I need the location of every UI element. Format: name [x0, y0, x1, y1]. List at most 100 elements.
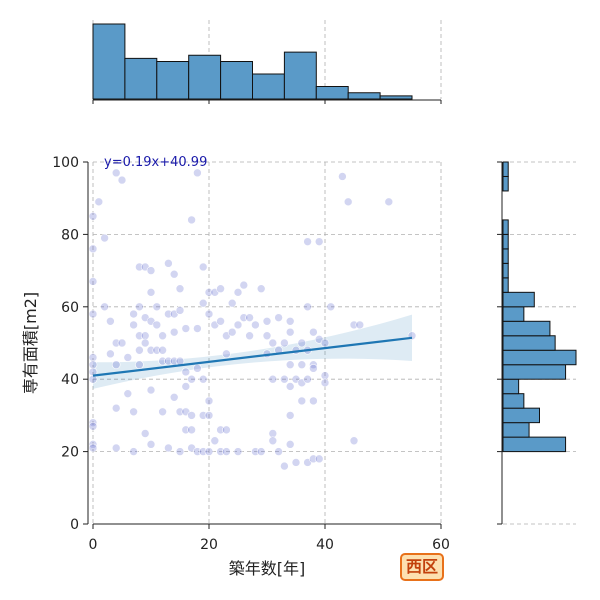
x-hist-bar — [188, 54, 222, 100]
scatter-point — [146, 440, 156, 449]
scatter-point — [187, 215, 196, 225]
x-hist-bar — [315, 86, 349, 100]
grid-lines — [92, 161, 442, 525]
scatter-point — [117, 338, 127, 348]
y-tick-label: 80 — [61, 227, 79, 243]
y-hist-bar — [502, 175, 509, 192]
y-hist-bar — [502, 262, 509, 279]
x-hist-bar — [92, 23, 126, 100]
scatter-point — [309, 360, 318, 370]
scatter-point — [233, 447, 243, 456]
scatter-point — [129, 407, 138, 417]
x-hist-bar — [379, 95, 413, 100]
scatter-point — [268, 429, 278, 438]
scatter-point — [216, 284, 225, 294]
scatter-point — [274, 447, 283, 456]
scatter-point — [123, 389, 133, 398]
scatter-point — [187, 374, 196, 384]
scatter-point — [204, 396, 214, 406]
scatter-point — [88, 374, 98, 384]
x-axis-label: 築年数[年] — [229, 559, 306, 578]
scatter-point — [88, 309, 98, 319]
scatter-point — [140, 338, 150, 348]
y-tick-label: 0 — [70, 517, 79, 533]
scatter-point — [140, 331, 150, 341]
scatter-point — [111, 168, 121, 178]
y-hist-bar — [502, 248, 509, 264]
scatter-point — [198, 298, 208, 308]
x-tick-label: 20 — [200, 537, 218, 553]
scatter-point — [285, 327, 295, 337]
x-marginal-histogram — [92, 20, 442, 104]
y-tick-label: 20 — [61, 445, 79, 461]
scatter-point — [233, 320, 243, 330]
scatter-point — [135, 345, 144, 355]
scatter-point — [158, 407, 167, 417]
scatter-point — [164, 443, 173, 453]
scatter-point — [158, 345, 167, 355]
scatter-point — [233, 288, 243, 297]
scatter-point — [198, 374, 208, 384]
y-hist-bar — [502, 291, 535, 308]
scatter-point — [222, 447, 231, 456]
scatter-point — [262, 316, 272, 326]
scatter-point — [146, 266, 156, 275]
x-tick-label: 0 — [89, 537, 98, 553]
scatter-point — [88, 353, 98, 362]
regression-equation: y=0.19x+40.99 — [104, 155, 207, 170]
scatter-point — [117, 175, 127, 185]
y-hist-bar — [502, 320, 551, 337]
scatter-point — [280, 461, 289, 471]
scatter-point — [100, 302, 109, 312]
scatter-point — [204, 411, 214, 420]
scatter-point — [152, 320, 162, 330]
scatter-point — [245, 331, 254, 341]
scatter-point — [268, 436, 278, 446]
x-hist-bar — [252, 73, 285, 100]
scatter-point — [291, 458, 301, 467]
scatter-point — [193, 168, 202, 178]
scatter-point — [88, 212, 98, 221]
confidence-band — [93, 314, 412, 389]
scatter-point — [88, 421, 98, 431]
x-hist-bar — [156, 61, 190, 100]
scatter-point — [280, 374, 289, 384]
y-hist-bar — [502, 277, 509, 293]
scatter-point — [94, 197, 104, 207]
scatter-point — [88, 440, 98, 449]
district-badge: 西区 — [400, 553, 444, 581]
scatter-point — [280, 338, 289, 348]
scatter-point — [123, 353, 133, 362]
scatter-point — [320, 378, 330, 388]
scatter-point — [88, 418, 98, 427]
scatter-point — [88, 244, 98, 254]
x-tick-label: 40 — [316, 537, 334, 553]
y-hist-bar — [502, 161, 509, 177]
scatter-point — [129, 309, 138, 319]
scatter-point — [146, 288, 156, 297]
x-hist-bar — [347, 92, 381, 100]
scatter-point — [256, 284, 266, 294]
scatter-point — [135, 360, 144, 370]
scatter-point — [309, 327, 318, 337]
scatter-point — [88, 367, 98, 377]
x-hist-bar — [283, 51, 317, 100]
scatter-point — [268, 374, 278, 384]
scatter-point — [274, 313, 283, 322]
scatter-point — [175, 284, 185, 294]
scatter-point — [181, 367, 191, 377]
y-hist-bar — [502, 349, 577, 366]
scatter-point — [140, 429, 150, 438]
scatter-point — [355, 320, 365, 330]
scatter-point — [349, 436, 359, 446]
y-tick-label: 40 — [61, 372, 79, 388]
scatter-point — [216, 316, 225, 326]
scatter-point — [245, 313, 254, 322]
scatter-point — [169, 327, 179, 337]
scatter-point — [193, 324, 202, 333]
y-hist-bar — [502, 378, 520, 395]
scatter-point — [193, 364, 202, 373]
y-hist-bar — [502, 422, 530, 438]
